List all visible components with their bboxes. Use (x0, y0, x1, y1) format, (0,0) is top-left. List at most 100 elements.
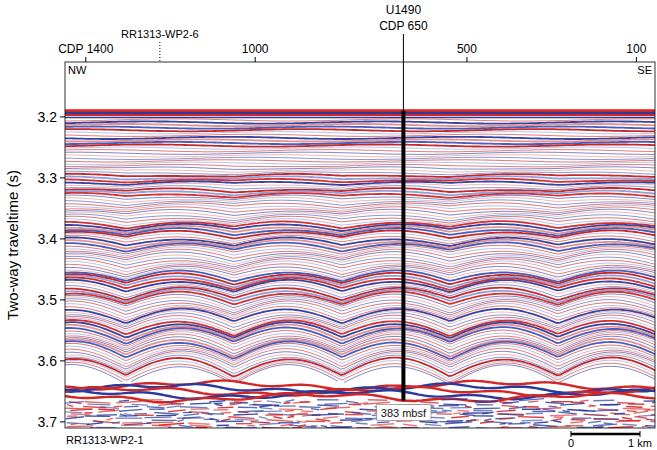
basement-texture (579, 410, 587, 412)
basement-texture (551, 419, 562, 421)
basement-texture (218, 407, 234, 409)
basement-texture (171, 403, 184, 405)
basement-texture (182, 417, 201, 418)
basement-texture (377, 421, 389, 423)
y-tick-label: 3.3 (38, 170, 58, 186)
basement-texture (499, 414, 524, 416)
basement-texture (571, 419, 586, 421)
reflector (65, 197, 655, 202)
basement-texture (152, 420, 177, 422)
basement-texture (543, 409, 555, 411)
x-tick-label: CDP 1400 (58, 42, 113, 56)
basement-texture (467, 420, 479, 421)
basement-texture (439, 405, 459, 407)
basement-texture (299, 406, 320, 408)
basement-texture (482, 412, 493, 414)
basement-texture (497, 410, 516, 411)
basement-texture (645, 409, 655, 411)
reflector (65, 360, 655, 379)
basement-texture (500, 423, 506, 425)
basement-texture (156, 415, 176, 417)
line-crossing-tick (159, 42, 160, 62)
basement-texture (265, 414, 283, 416)
basement-texture (152, 425, 172, 427)
basement-texture (65, 402, 84, 404)
basement-texture (460, 414, 475, 415)
basement-texture (124, 406, 139, 408)
basement-texture (66, 417, 84, 419)
basement-texture (614, 413, 625, 414)
seafloor-reflector (65, 114, 655, 116)
reflector (65, 165, 655, 167)
x-tick (466, 57, 467, 62)
well-name: U1490 (386, 3, 422, 17)
basement-texture (279, 408, 303, 410)
y-axis-title: Two-way traveltime (s) (4, 170, 21, 320)
basement-texture (610, 413, 630, 415)
basement-texture (71, 414, 91, 415)
basement-texture (353, 403, 368, 405)
basement-texture (184, 414, 200, 416)
reflector (65, 203, 655, 208)
basement-texture (305, 421, 325, 423)
basement-texture (214, 403, 223, 405)
basement-texture (217, 425, 229, 427)
basement-texture (600, 404, 621, 406)
basement-texture (317, 405, 339, 406)
basement-texture (534, 422, 549, 423)
reflector (65, 169, 655, 172)
basement-texture (283, 402, 290, 404)
basement-texture (87, 423, 103, 425)
basement-texture (209, 401, 225, 402)
reflector (65, 155, 655, 157)
basement-texture (67, 405, 73, 407)
basement-texture (230, 403, 242, 405)
basement-texture (420, 402, 439, 403)
direction-label: SE (637, 64, 652, 76)
basement-texture (545, 402, 564, 403)
basement-texture (593, 424, 617, 426)
basement-texture (119, 400, 129, 401)
basement-texture (563, 411, 570, 412)
basement-texture (233, 414, 258, 415)
line-name: RR1313-WP2-1 (66, 434, 144, 446)
basement-texture (214, 409, 229, 411)
y-tick-label: 3.4 (38, 231, 58, 247)
reflector (65, 157, 655, 159)
basement-texture (519, 399, 544, 401)
x-tick (85, 57, 86, 62)
y-tick (60, 177, 65, 178)
basement-texture (285, 400, 294, 402)
basement-texture (320, 408, 337, 410)
basement-texture (238, 407, 257, 409)
reflector (65, 195, 655, 200)
y-tick (60, 360, 65, 361)
basement-texture (593, 419, 616, 420)
basement-texture (553, 421, 561, 423)
basement-texture (567, 410, 595, 412)
reflector (65, 230, 655, 238)
reflector (65, 176, 655, 179)
basement-texture (644, 400, 655, 402)
scale-bar-label: 0 (568, 437, 574, 449)
basement-texture (247, 425, 255, 426)
basement-texture (594, 410, 619, 411)
basement-texture (167, 406, 181, 408)
basement-texture (650, 421, 655, 422)
basement-texture (441, 399, 468, 400)
basement-texture (321, 426, 328, 427)
seafloor-reflector (65, 117, 655, 119)
scale-bar (571, 433, 640, 436)
reflector (65, 303, 655, 317)
basement-texture (119, 409, 142, 411)
basement-texture (85, 402, 110, 403)
reflector (65, 162, 655, 165)
basement-texture (311, 409, 319, 410)
reflector (65, 145, 655, 147)
basement-texture (154, 413, 179, 415)
basement-texture (274, 405, 296, 407)
basement-texture (551, 401, 572, 403)
basement-texture (293, 402, 308, 403)
basement-texture (251, 422, 270, 423)
basement-texture (67, 425, 94, 427)
